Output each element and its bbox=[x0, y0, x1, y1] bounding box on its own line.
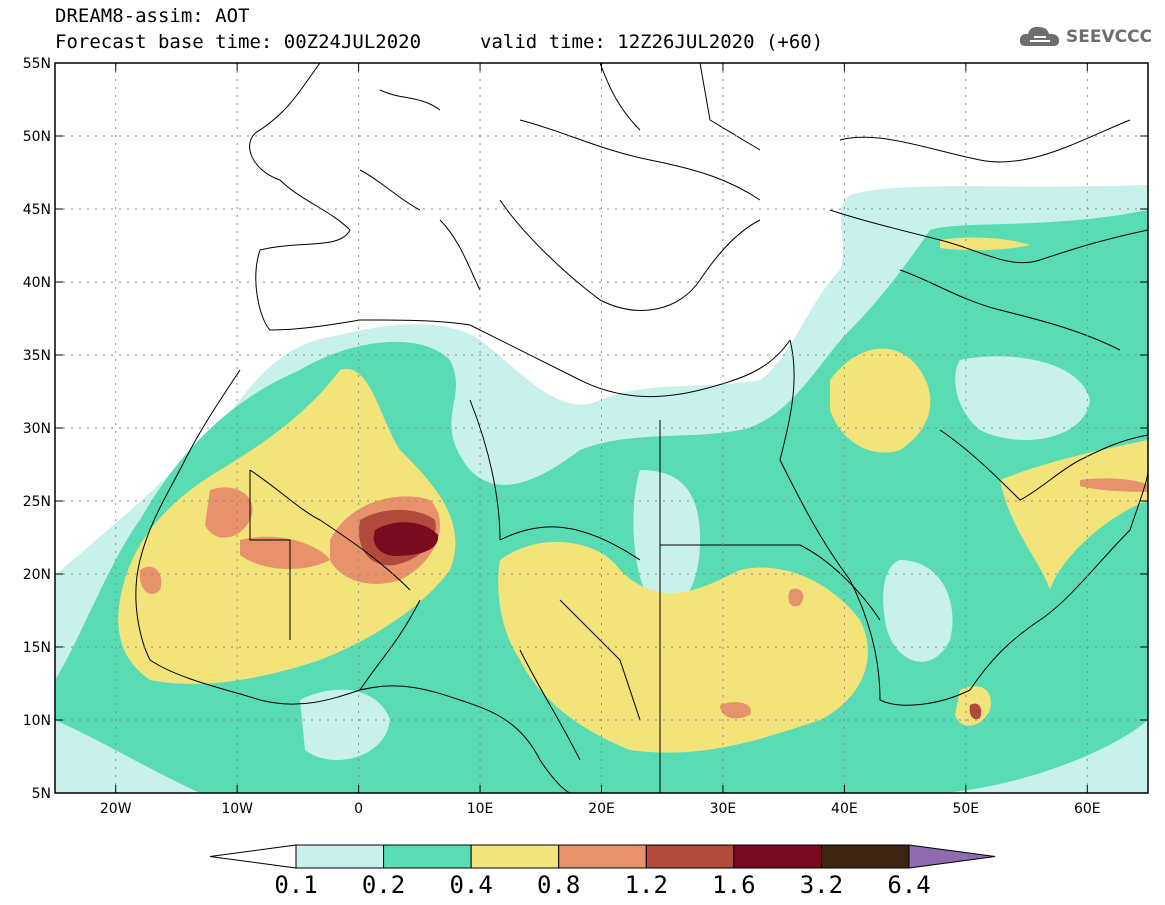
lon-tick-label: 20E bbox=[588, 801, 615, 817]
aot-band-0.8 bbox=[788, 588, 804, 607]
colorbar-swatch bbox=[645, 844, 735, 869]
latitude-axis: 55N 50N 45N 40N 35N 30N 25N 20N 15N 10N 5N bbox=[23, 56, 1148, 802]
lat-tick-label: 40N bbox=[23, 275, 51, 291]
forecast-base-time: Forecast base time: 00Z24JUL2020 bbox=[55, 31, 422, 53]
lon-tick-label: 60E bbox=[1074, 801, 1101, 817]
colorbar-swatch bbox=[470, 844, 560, 869]
aot-band-0.4 bbox=[1000, 440, 1148, 590]
colorbar-level-label: 1.2 bbox=[625, 871, 668, 899]
colorbar-level-label: 3.2 bbox=[800, 871, 843, 899]
colorbar-under-arrow bbox=[209, 844, 297, 869]
colorbar-swatch bbox=[820, 844, 910, 869]
aot-colorbar: 0.1 0.2 0.4 0.8 1.2 1.6 3.2 6.4 bbox=[209, 844, 996, 899]
colorbar-level-label: 0.8 bbox=[537, 871, 580, 899]
aot-hole bbox=[633, 470, 700, 608]
cloud-icon bbox=[1019, 26, 1060, 46]
coastlines bbox=[135, 63, 1148, 793]
lat-tick-label: 10N bbox=[23, 713, 51, 729]
aot-band-0.8 bbox=[139, 566, 162, 594]
colorbar-level-label: 0.4 bbox=[449, 871, 492, 899]
lon-tick-label: 10E bbox=[467, 801, 494, 817]
lon-tick-label: 0 bbox=[354, 801, 363, 817]
lat-tick-label: 15N bbox=[23, 640, 51, 656]
aot-hole bbox=[300, 689, 390, 760]
lon-tick-label: 20W bbox=[100, 801, 132, 817]
colorbar-over-arrow bbox=[908, 844, 996, 869]
colorbar-swatch bbox=[383, 844, 472, 869]
lon-tick-label: 40E bbox=[831, 801, 858, 817]
lat-tick-label: 50N bbox=[23, 129, 51, 145]
aot-band-0.8 bbox=[240, 536, 330, 570]
aot-band-1.6 bbox=[373, 522, 439, 556]
lat-tick-label: 5N bbox=[32, 786, 51, 802]
colorbar-level-label: 1.6 bbox=[712, 871, 755, 899]
logo-text: SEEVCCC bbox=[1066, 27, 1153, 47]
aot-hole bbox=[955, 356, 1090, 440]
aot-band-1.2 bbox=[969, 703, 982, 720]
aot-band-0.8 bbox=[205, 487, 253, 538]
aot-band-0.8 bbox=[720, 702, 751, 719]
lon-tick-label: 10W bbox=[221, 801, 253, 817]
lon-tick-label: 50E bbox=[952, 801, 979, 817]
aot-band-0.4 bbox=[118, 368, 456, 684]
map-title: DREAM8-assim: AOT bbox=[55, 5, 250, 27]
lat-tick-label: 20N bbox=[23, 567, 51, 583]
lat-tick-label: 45N bbox=[23, 202, 51, 218]
seevccc-logo: SEEVCCC bbox=[1018, 24, 1152, 50]
colorbar-level-label: 0.2 bbox=[362, 871, 405, 899]
lat-tick-label: 55N bbox=[23, 56, 51, 72]
aot-hole bbox=[883, 560, 953, 662]
aot-band-0.4 bbox=[498, 541, 868, 753]
colorbar-level-label: 6.4 bbox=[887, 871, 930, 899]
lat-tick-label: 35N bbox=[23, 348, 51, 364]
aot-band-0.8 bbox=[1080, 478, 1148, 492]
lat-tick-label: 30N bbox=[23, 421, 51, 437]
lat-lon-grid bbox=[55, 63, 1148, 793]
valid-time: valid time: 12Z26JUL2020 (+60) bbox=[480, 31, 824, 53]
colorbar-level-label: 0.1 bbox=[274, 871, 317, 899]
aot-band-0.4 bbox=[830, 348, 931, 453]
lat-tick-label: 25N bbox=[23, 494, 51, 510]
colorbar-swatch bbox=[295, 844, 385, 869]
longitude-axis: 20W 10W 0 10E 20E 30E 40E 50E 60E bbox=[100, 63, 1101, 817]
colorbar-swatch bbox=[558, 844, 647, 869]
lon-tick-label: 30E bbox=[710, 801, 737, 817]
colorbar-swatch bbox=[733, 844, 822, 869]
